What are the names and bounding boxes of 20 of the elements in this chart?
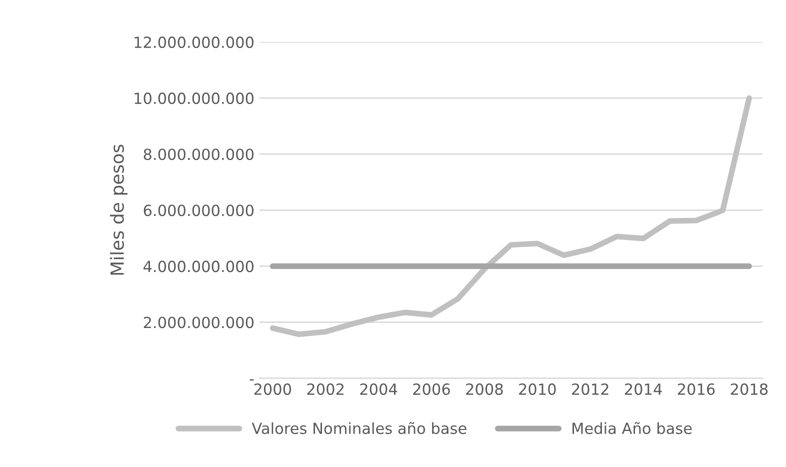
y-tick-label: 4.000.000.000	[143, 260, 254, 272]
x-tick-label: 2012	[572, 383, 608, 395]
x-tick-label: 2006	[413, 383, 450, 395]
y-tick-label: 6.000.000.000	[144, 204, 254, 216]
y-tick-label: 12.000.000.000	[134, 36, 254, 48]
x-tick-label: 2008	[466, 383, 503, 395]
x-tick-label: 2000	[254, 383, 292, 395]
x-tick-label: 2004	[360, 383, 398, 395]
x-tick-label: 2014	[624, 383, 662, 395]
y-axis-title: Miles de pesos	[110, 144, 128, 275]
legend-label: Valores Nominales año base	[252, 422, 466, 434]
x-tick-label: 2018	[730, 383, 768, 395]
x-tick-label: 2016	[678, 383, 715, 395]
x-tick-label: 2002	[307, 383, 344, 395]
y-tick-label: 2.000.000.000	[144, 316, 254, 328]
legend-label: Media Año base	[572, 422, 692, 434]
y-tick-label: 10.000.000.000	[134, 92, 254, 104]
x-tick-label: 2010	[519, 383, 556, 395]
y-tick-label: -	[250, 379, 254, 380]
y-tick-label: 8.000.000.000	[144, 148, 254, 160]
